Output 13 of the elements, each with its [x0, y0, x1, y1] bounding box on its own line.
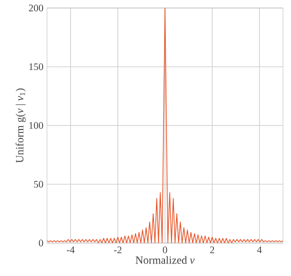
x-tick-label: -2: [114, 246, 122, 254]
y-axis-title: Uniform g(ν | ν$_{1}$): [16, 88, 26, 163]
y-tick-label: 150: [29, 63, 44, 70]
x-tick-label: 0: [162, 246, 168, 254]
y-tick-label: 200: [28, 4, 44, 12]
y-tick-label: 0: [38, 240, 44, 246]
x-tick-label: 2: [210, 246, 214, 254]
x-tick-label: -4: [66, 246, 75, 254]
x-tick-label: 4: [257, 246, 262, 254]
y-tick-label: 50: [34, 180, 44, 188]
line-series: [47, 8, 283, 243]
x-axis-title: Normalized ν: [136, 256, 195, 264]
y-tick-label: 100: [29, 122, 44, 129]
